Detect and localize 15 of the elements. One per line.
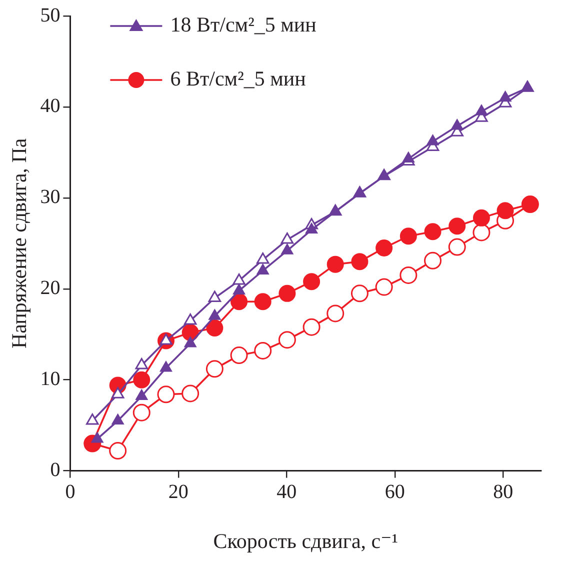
x-tick-label: 0 [65, 481, 76, 504]
x-tick-label: 60 [384, 481, 405, 504]
y-tick-label: 50 [40, 4, 60, 26]
y-tick-label: 20 [40, 277, 60, 300]
y-tick-label: 0 [50, 459, 60, 482]
x-tick-label: 80 [493, 481, 514, 504]
y-tick-label: 40 [40, 95, 60, 118]
legend-label: 18 Вт/см²_5 мин [170, 12, 316, 37]
legend-label: 6 Вт/см²_5 мин [170, 66, 306, 91]
y-axis-title: Напряжение сдвига, Па [7, 138, 32, 349]
y-tick-label: 10 [40, 368, 60, 390]
x-axis-title: Скорость сдвига, с⁻¹ [213, 528, 398, 553]
x-tick-label: 40 [276, 481, 297, 504]
y-tick-label: 30 [40, 186, 60, 208]
x-tick-label: 20 [168, 481, 188, 504]
